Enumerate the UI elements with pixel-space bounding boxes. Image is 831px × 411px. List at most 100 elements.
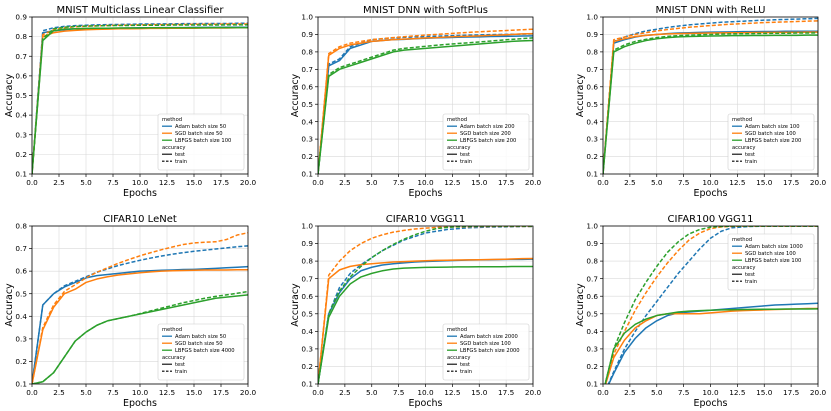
x-tick-label: 0.0 <box>597 178 609 187</box>
y-tick-label: 0.1 <box>301 170 313 179</box>
x-tick-label: 20.0 <box>810 388 827 397</box>
y-tick-label: 0.1 <box>586 380 598 389</box>
x-tick-label: 10.0 <box>132 178 149 187</box>
x-tick-label: 12.5 <box>729 388 745 397</box>
y-tick-label: 0.9 <box>15 13 27 22</box>
y-tick-label: 0.2 <box>301 362 313 371</box>
y-tick-label: 0.6 <box>586 82 598 91</box>
series-line-adam-batch-size-100-train <box>603 17 818 174</box>
x-axis-label: Epochs <box>408 188 442 199</box>
x-tick-label: 2.5 <box>624 388 636 397</box>
y-tick-label: 1.0 <box>586 13 598 22</box>
y-tick-label: 0.3 <box>586 135 598 144</box>
series-line-sgd-batch-size-50-train <box>32 232 248 384</box>
y-tick-label: 0.5 <box>586 309 598 318</box>
legend-entry: test <box>745 272 755 278</box>
x-tick-label: 10.0 <box>132 388 149 397</box>
series-line-sgd-batch-size-200-test <box>318 32 533 174</box>
x-tick-label: 2.5 <box>53 178 65 187</box>
x-tick-label: 15.0 <box>186 388 203 397</box>
series-line-adam-batch-size-2000-train <box>318 226 533 384</box>
x-tick-label: 7.5 <box>678 388 690 397</box>
series-line-lbfgs-batch-size-2000-test <box>318 265 533 384</box>
legend-entry: Adam batch size 50 <box>175 334 226 340</box>
plot-frame <box>31 16 249 175</box>
legend-entry: SGD batch size 200 <box>460 131 511 137</box>
legend-entry: LBFGS batch size 4000 <box>175 348 235 354</box>
y-tick-label: 0.2 <box>15 357 27 366</box>
series-group <box>318 226 533 384</box>
series-line-lbfgs-batch-size-100-test <box>32 26 248 174</box>
plot-frame <box>602 16 819 175</box>
x-tick-label: 12.5 <box>444 178 460 187</box>
legend-entry: train <box>175 369 187 375</box>
y-tick-label: 0.6 <box>301 82 313 91</box>
legend-entry: Adam batch size 50 <box>175 124 226 130</box>
x-tick-label: 17.5 <box>498 178 514 187</box>
y-tick-label: 0.1 <box>586 170 598 179</box>
y-axis-label: Accuracy <box>4 283 15 327</box>
legend-subtitle: accuracy <box>162 355 185 361</box>
y-tick-label: 0.1 <box>301 380 313 389</box>
series-line-sgd-batch-size-100-test <box>603 31 818 174</box>
legend-entry: LBFGS batch size 200 <box>460 138 516 144</box>
chart-title: CIFAR10 VGG11 <box>386 214 466 225</box>
x-tick-label: 17.5 <box>783 178 799 187</box>
series-group <box>603 17 818 174</box>
y-tick-label: 0.6 <box>15 267 27 276</box>
y-tick-label: 0.1 <box>15 380 27 389</box>
y-tick-label: 0.9 <box>301 239 313 248</box>
x-tick-label: 20.0 <box>525 388 542 397</box>
x-axis-label: Epochs <box>693 398 727 409</box>
series-line-sgd-batch-size-100-test <box>318 257 533 384</box>
x-tick-label: 0.0 <box>312 388 324 397</box>
x-tick-label: 17.5 <box>213 178 229 187</box>
y-axis-label: Accuracy <box>575 73 586 117</box>
x-tick-label: 20.0 <box>525 178 542 187</box>
legend-entry: test <box>175 362 185 368</box>
legend-box <box>727 113 815 171</box>
legend-entry: train <box>745 279 757 285</box>
plot-frame <box>31 225 249 385</box>
y-tick-label: 0.2 <box>301 152 313 161</box>
x-tick-label: 17.5 <box>498 388 514 397</box>
legend-entry: test <box>460 362 470 368</box>
legend-entry: SGD batch size 50 <box>175 341 223 347</box>
chart-panel-4: 0.0 2.5 5.0 7.5 10.0 12.5 15.0 17.5 20.0 0.1 0.2 0.… <box>4 214 256 409</box>
chart-panel-6: 0.0 2.5 5.0 7.5 10.0 12.5 15.0 17.5 20.0 0.1 0.2 0.… <box>575 214 826 409</box>
series-line-lbfgs-batch-size-200-train <box>318 37 533 174</box>
x-tick-label: 15.0 <box>756 388 773 397</box>
y-tick-label: 0.4 <box>15 111 27 120</box>
y-tick-label: 0.1 <box>15 170 27 179</box>
x-axis-label: Epochs <box>693 188 727 199</box>
y-tick-label: 0.4 <box>301 117 313 126</box>
legend-subtitle: accuracy <box>447 355 470 361</box>
legend-entry: LBFGS batch size 200 <box>745 138 801 144</box>
x-tick-label: 15.0 <box>471 178 488 187</box>
plot-frame <box>602 225 819 385</box>
legend-title: method <box>162 117 182 123</box>
legend-title: method <box>447 327 467 333</box>
series-line-lbfgs-batch-size-100-train <box>32 24 248 174</box>
y-axis-label: Accuracy <box>575 283 586 327</box>
legend-entry: Adam batch size 1000 <box>745 244 803 250</box>
y-tick-label: 0.5 <box>301 100 313 109</box>
y-tick-label: 1.0 <box>586 222 598 231</box>
legend-entry: SGD batch size 100 <box>745 131 796 137</box>
x-tick-label: 0.0 <box>597 388 609 397</box>
series-line-sgd-batch-size-50-test <box>32 269 248 384</box>
y-tick-label: 0.6 <box>586 292 598 301</box>
chart-title: MNIST DNN with SoftPlus <box>363 5 488 16</box>
y-tick-label: 0.5 <box>15 289 27 298</box>
legend-box <box>157 113 245 171</box>
y-tick-label: 0.3 <box>301 135 313 144</box>
series-line-lbfgs-batch-size-200-test <box>603 34 818 174</box>
x-tick-label: 5.0 <box>366 388 378 397</box>
x-tick-label: 7.5 <box>107 178 119 187</box>
chart-panel-3: 0.0 2.5 5.0 7.5 10.0 12.5 15.0 17.5 20.0 0.1 0.2 0.… <box>575 5 826 199</box>
y-tick-label: 0.2 <box>586 362 598 371</box>
y-tick-label: 0.3 <box>586 344 598 353</box>
x-tick-label: 7.5 <box>107 388 119 397</box>
